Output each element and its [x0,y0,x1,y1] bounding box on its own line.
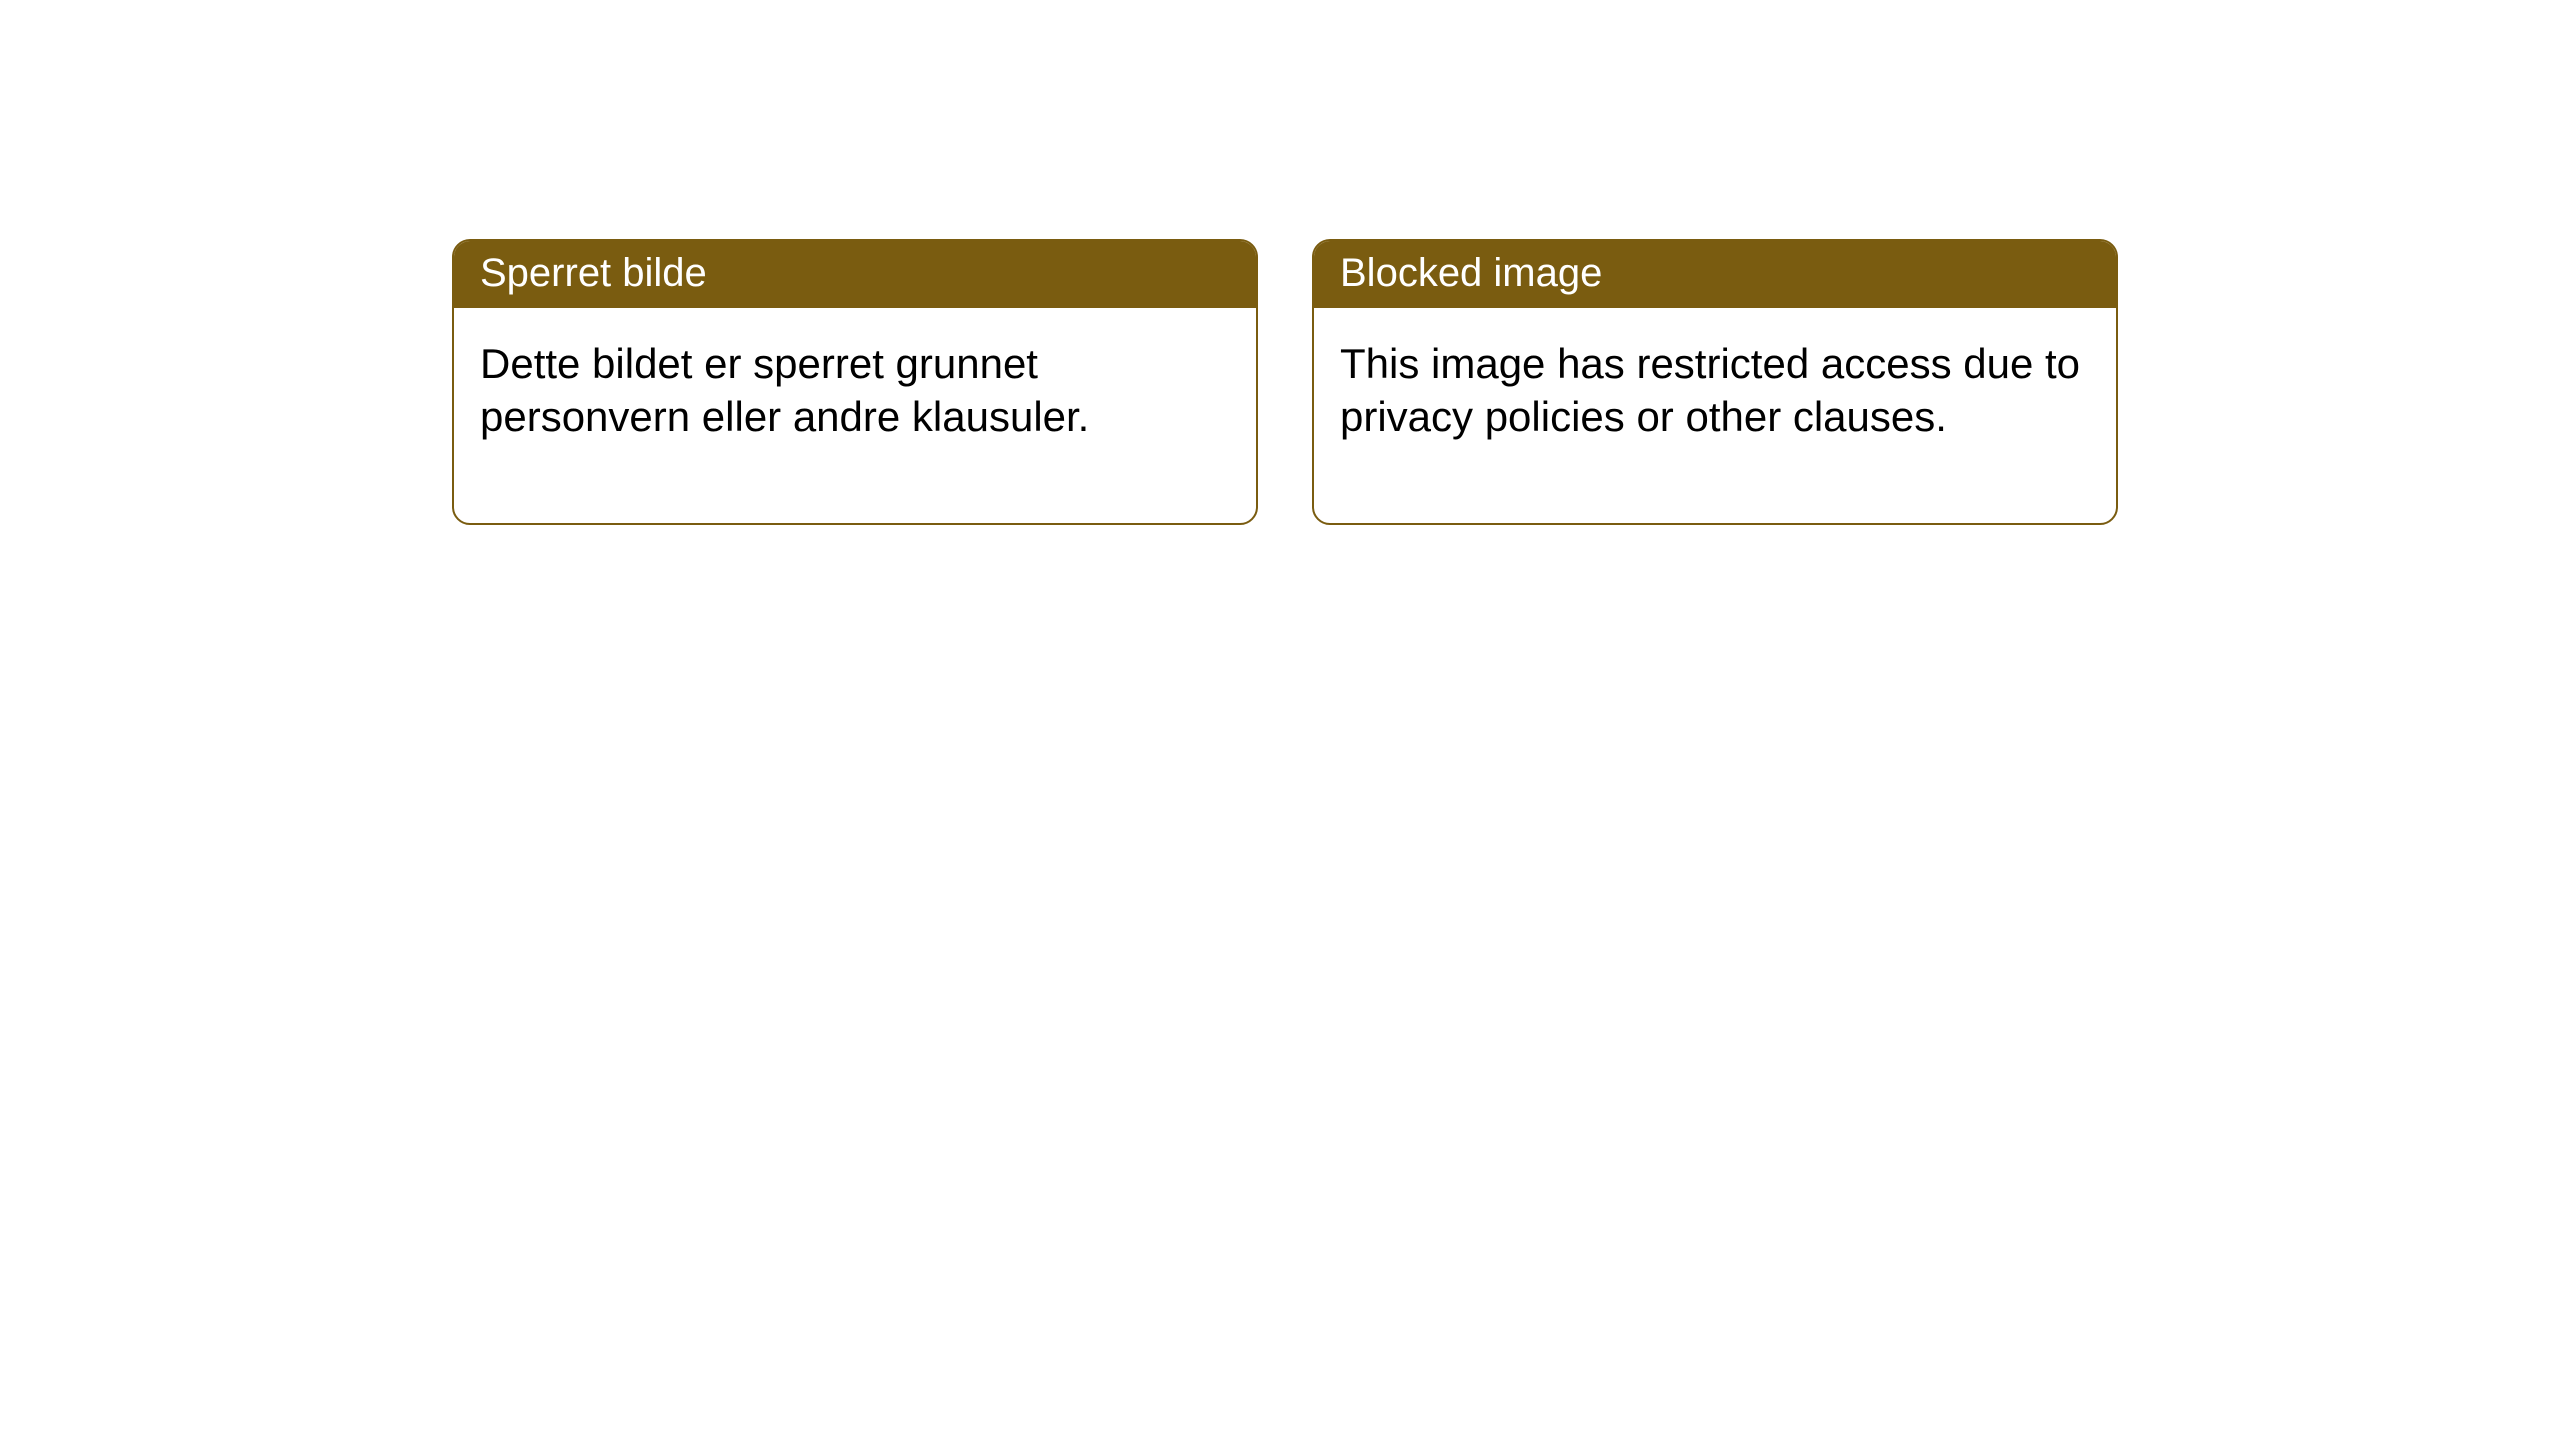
notice-message: Dette bildet er sperret grunnet personve… [454,308,1256,523]
notice-message: This image has restricted access due to … [1314,308,2116,523]
notice-container: Sperret bilde Dette bildet er sperret gr… [0,0,2560,525]
notice-card-norwegian: Sperret bilde Dette bildet er sperret gr… [452,239,1258,525]
notice-card-english: Blocked image This image has restricted … [1312,239,2118,525]
notice-title: Sperret bilde [454,241,1256,308]
notice-title: Blocked image [1314,241,2116,308]
